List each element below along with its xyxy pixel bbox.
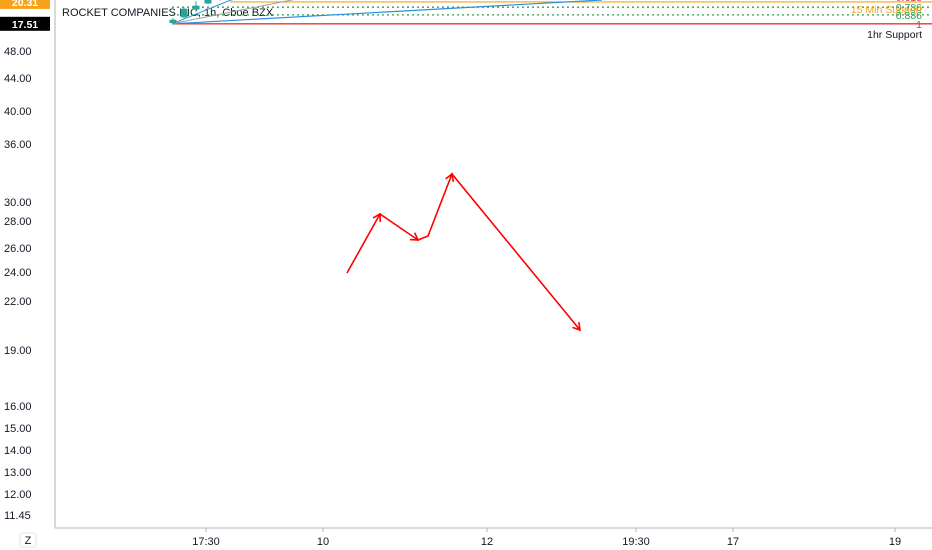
candles-layer [169,0,233,24]
y-tick-label: 11.45 [4,510,31,522]
y-tick-label: 48.00 [4,46,32,58]
candle-body [192,5,200,10]
price-badge [0,0,50,9]
y-tick-label: 26.00 [4,243,32,255]
trend-line [171,0,603,25]
x-tick-label: 17:30 [192,536,220,548]
arrow-head [572,321,581,332]
level-annotation: 15 Min Support [851,4,922,16]
fib-level-label: 0.886 [896,10,922,22]
fib-level-label: 1 [916,19,922,31]
time-axis[interactable]: 17:30 10 12 19:30 17 19 [55,527,932,548]
y-tick-label: 36.00 [4,139,32,151]
y-tick-label: 30.00 [4,197,32,209]
candle-body [180,8,188,18]
x-tick-label: 19:30 [622,536,650,548]
y-tick-label: 15.00 [4,423,32,435]
y-tick-label: 19.00 [4,345,32,357]
chart-title: ROCKET COMPANIES INC, 1h, Cboe BZX [62,7,274,19]
y-tick-label: 14.00 [4,445,32,457]
x-tick-label: 10 [317,536,329,548]
y-tick-label: 22.00 [4,296,32,308]
x-tick-label: 12 [481,536,493,548]
trend-line [171,0,295,25]
price-badge [0,16,50,31]
projection-path [346,172,581,331]
level-annotation: 1hr Support [867,29,922,41]
candle-body [169,19,177,24]
auto-scale-button[interactable]: Z [19,532,37,548]
y-tick-label: 13.00 [4,467,32,479]
auto-scale-label: Z [25,535,32,547]
y-tick-label: 28.00 [4,216,32,228]
y-tick-label: 16.00 [4,401,32,413]
y-tick-label: 44.00 [4,73,32,85]
candle-body [204,0,212,4]
trend-line [171,0,233,25]
y-tick-label: 12.00 [4,489,32,501]
arrow-head [409,232,420,241]
price-badge-label: 20.31 [12,0,38,9]
y-tick-label: 24.00 [4,267,32,279]
arrow-head [445,172,455,183]
fib-level-label: 0.786 [896,2,922,14]
auto-scale-frame [19,532,37,548]
arrow-head [372,212,382,223]
drawing-layer: -1.618TP2-1.27-1.18-0.618TP1-0.27-0.1801… [171,0,932,332]
price-badge-label: 17.51 [12,19,38,31]
x-tick-label: 17 [727,536,739,548]
y-tick-label: 40.00 [4,106,32,118]
x-tick-label: 19 [889,536,901,548]
